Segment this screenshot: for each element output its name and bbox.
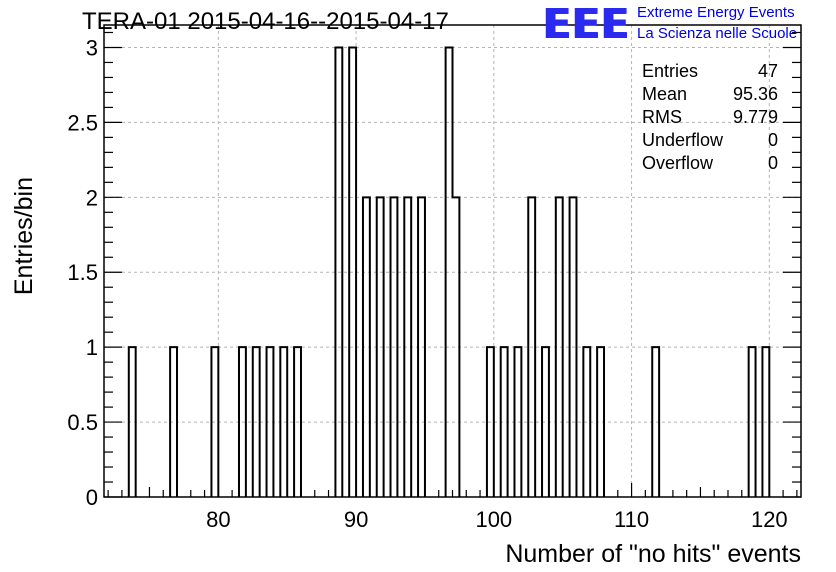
y-axis-ticks	[104, 31, 801, 498]
y-tick-label: 2.5	[67, 110, 98, 135]
x-axis-tick-labels: 80 90 100 110 120	[206, 507, 788, 532]
y-tick-label: 3	[86, 35, 98, 60]
stats-value: 95.36	[733, 84, 778, 104]
y-tick-label: 1	[86, 335, 98, 360]
logo-line-2: La Scienza nelle Scuole	[637, 25, 798, 42]
x-tick-label: 100	[475, 507, 512, 532]
stats-label: Entries	[642, 61, 698, 81]
stats-value: 47	[758, 61, 778, 81]
stats-value: 9.779	[733, 107, 778, 127]
stats-label: Overflow	[642, 153, 714, 173]
x-tick-label: 110	[614, 507, 649, 532]
histogram-outline	[127, 46, 771, 497]
x-tick-label: 90	[344, 507, 368, 532]
y-tick-label: 2	[86, 185, 98, 210]
y-axis-tick-labels: 0 0.5 1 1.5 2 2.5 3	[67, 35, 98, 510]
logo-line-1: Extreme Energy Events	[637, 4, 795, 21]
x-axis-ticks	[107, 483, 798, 497]
eee-logo: EEE Extreme Energy Events La Scienza nel…	[543, 0, 828, 48]
y-tick-label: 1.5	[67, 260, 98, 285]
stats-label: RMS	[642, 107, 682, 127]
stats-label: Mean	[642, 84, 687, 104]
y-axis-label: Entries/bin	[10, 177, 38, 295]
stats-value: 0	[768, 130, 778, 150]
x-axis-label: Number of "no hits" events	[505, 540, 801, 568]
y-tick-label: 0.5	[67, 410, 98, 435]
x-tick-label: 80	[206, 507, 230, 532]
stats-label: Underflow	[642, 130, 724, 150]
stats-box: Entries 47 Mean 95.36 RMS 9.779 Underflow 0 Over…	[642, 61, 778, 173]
x-tick-label: 120	[751, 507, 788, 532]
y-tick-label: 0	[86, 485, 98, 510]
logo-mark: EEE	[543, 0, 631, 48]
stats-value: 0	[768, 153, 778, 173]
chart-title: TERA-01 2015-04-16--2015-04-17	[82, 8, 449, 35]
